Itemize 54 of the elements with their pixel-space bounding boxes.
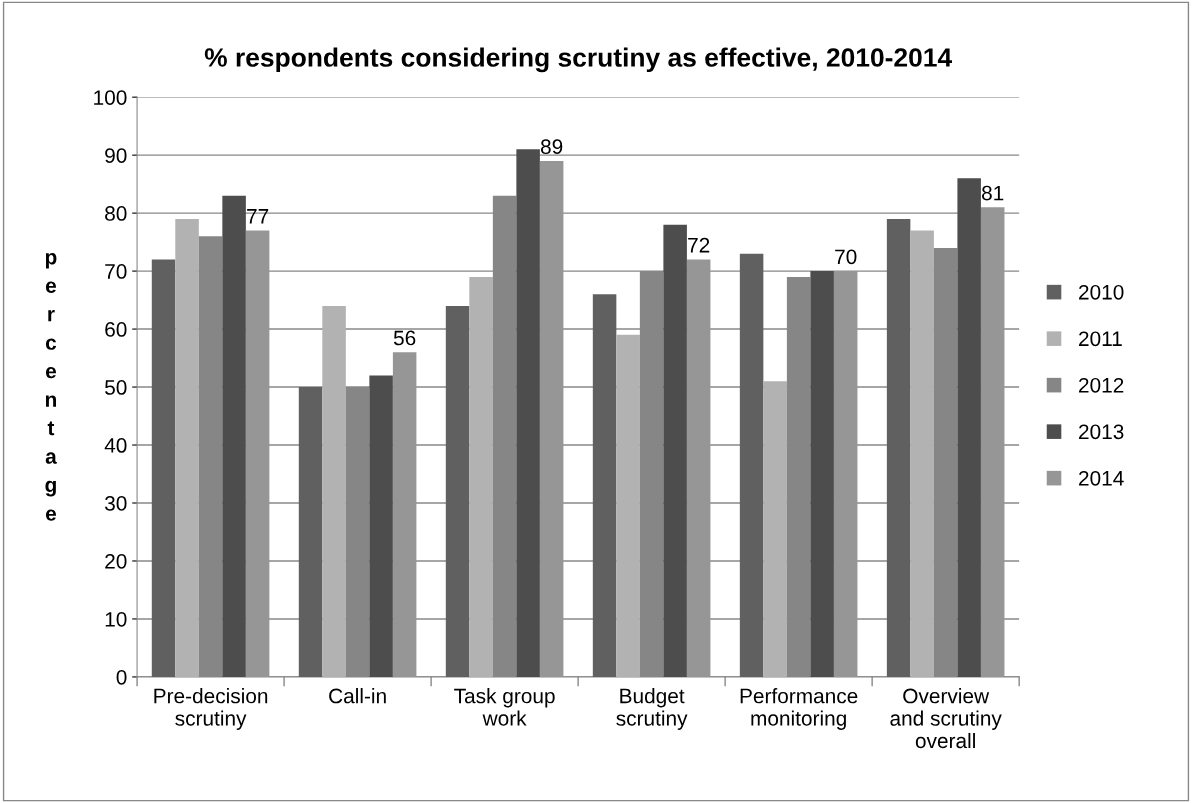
x-tick-label: Budget scrutiny <box>616 688 688 730</box>
bar <box>469 276 493 677</box>
bar <box>151 259 176 677</box>
y-tick-label: 40 <box>104 438 127 453</box>
x-tick-label: Pre-decision scrutiny <box>154 688 268 730</box>
y-tick-label: 70 <box>105 264 127 279</box>
bar <box>810 271 834 677</box>
bar <box>516 149 540 677</box>
y-tick-label: 0 <box>116 669 127 685</box>
data-label: 89 <box>540 139 563 155</box>
x-tick-label: Call-in <box>329 688 386 704</box>
x-tick-label: Overview and scrutiny overall <box>890 688 1002 749</box>
bar <box>445 305 470 677</box>
bar <box>322 305 346 677</box>
y-tick-label: 30 <box>104 496 127 511</box>
bar <box>980 207 1005 677</box>
data-label: 70 <box>835 249 857 265</box>
bar <box>392 352 417 677</box>
legend-label: 2011 <box>1079 331 1122 347</box>
bar <box>886 218 911 677</box>
y-tick-label: 80 <box>105 206 127 221</box>
bar <box>663 224 687 677</box>
y-tick-label: 90 <box>105 148 127 163</box>
bar <box>539 160 564 677</box>
bar <box>833 271 858 677</box>
bar <box>298 387 323 677</box>
y-tick-label: 10 <box>105 611 127 627</box>
bar <box>175 218 199 677</box>
bar <box>957 178 981 677</box>
bar <box>616 334 640 677</box>
legend-label: 2012 <box>1079 377 1124 393</box>
y-tick-label: 60 <box>105 322 127 337</box>
legend-label: 2014 <box>1079 470 1124 486</box>
bar <box>245 230 270 677</box>
x-tick-label: Task group work <box>454 688 555 726</box>
legend-label: 2013 <box>1079 424 1124 440</box>
x-tick-label: Performance monitoring <box>740 688 858 730</box>
data-label: 77 <box>247 209 269 224</box>
bar <box>910 230 934 677</box>
bar <box>739 253 764 677</box>
y-tick-label: 100 <box>94 90 127 105</box>
data-label: 56 <box>393 330 416 346</box>
y-tick-label: 20 <box>105 553 127 569</box>
y-tick-label: 50 <box>105 380 127 395</box>
data-label: 72 <box>688 237 710 253</box>
bar <box>222 195 246 677</box>
bar <box>369 375 393 677</box>
bar <box>592 294 617 677</box>
text: percentage <box>45 252 57 521</box>
legend-label: 2010 <box>1079 284 1124 300</box>
bar <box>686 259 711 677</box>
data-label: 81 <box>982 185 1004 201</box>
bar <box>763 381 787 677</box>
chart-title: % respondents considering scrutiny as effective, 2010-2014 <box>204 47 952 73</box>
